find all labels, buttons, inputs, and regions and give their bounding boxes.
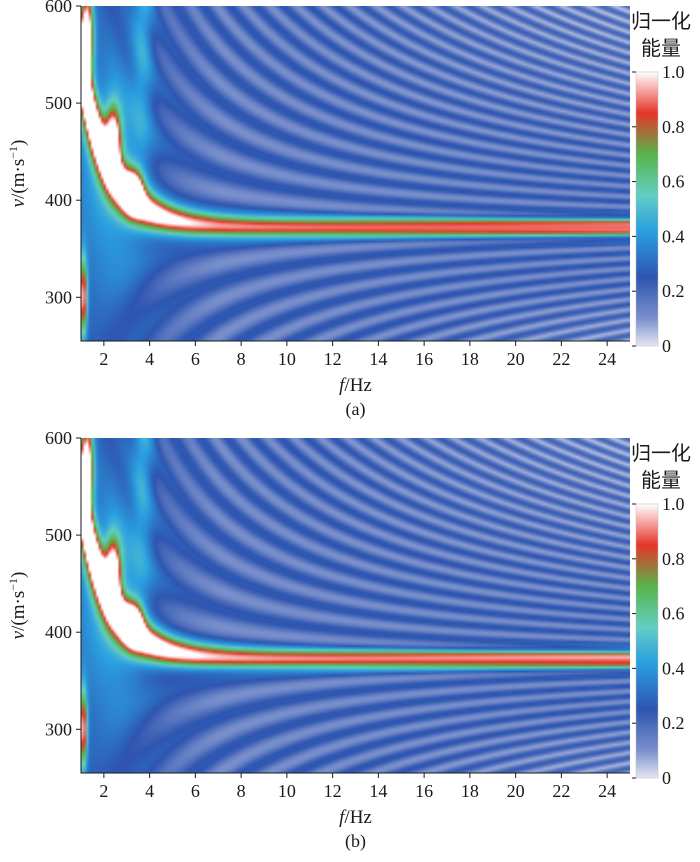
x-tick-label: 10 (278, 349, 296, 369)
y-tick-label: 500 (45, 525, 72, 545)
colorbar-title-line2: 能量 (641, 36, 681, 60)
colorbar-tick-label: 0 (662, 768, 671, 788)
colorbar (635, 503, 659, 779)
x-tick-label: 12 (324, 781, 342, 801)
x-tick-label: 22 (552, 781, 570, 801)
y-tick-label: 600 (45, 428, 72, 448)
x-tick-label: 20 (507, 781, 525, 801)
x-axis-label: f/Hz (339, 807, 372, 828)
y-tick-label: 500 (45, 93, 72, 113)
colorbar-tick-label: 0.6 (662, 172, 685, 192)
y-axis-label: v/(m·s−1) (6, 140, 29, 208)
colorbar-tick-label: 0.4 (662, 226, 685, 246)
x-tick-label: 14 (369, 781, 387, 801)
x-tick-label: 24 (598, 781, 616, 801)
colorbar-title-line1: 归一化 (631, 441, 691, 465)
colorbar-tick-label: 1.0 (662, 494, 685, 514)
axes-frame (80, 6, 630, 342)
colorbar-tick-label: 0 (662, 336, 671, 356)
x-tick-label: 18 (461, 349, 479, 369)
x-tick-label: 4 (145, 349, 154, 369)
x-tick-label: 16 (415, 349, 433, 369)
x-tick-label: 20 (507, 349, 525, 369)
panel-label: (a) (346, 399, 366, 420)
x-tick-label: 2 (99, 349, 108, 369)
x-tick-label: 6 (191, 349, 200, 369)
x-tick-label: 10 (278, 781, 296, 801)
colorbar-tick-label: 1.0 (662, 62, 685, 82)
y-tick-label: 600 (45, 0, 72, 16)
axes-frame (80, 438, 630, 774)
x-tick-label: 4 (145, 781, 154, 801)
heatmap-image (81, 6, 630, 341)
x-tick-label: 16 (415, 781, 433, 801)
y-tick-label: 400 (45, 622, 72, 642)
y-axis-label: v/(m·s−1) (6, 572, 29, 640)
panel-b: 2 4 6 8 10 12 14 16 18 20 22 24300400500600f/Hz(b)v… (6, 428, 691, 852)
x-tick-label: 8 (237, 349, 246, 369)
colorbar-tick-label: 0.4 (662, 658, 685, 678)
x-tick-label: 12 (324, 349, 342, 369)
colorbar-tick-label: 0.2 (662, 713, 685, 733)
colorbar-tick-label: 0.8 (662, 549, 685, 569)
colorbar-tick-label: 0.8 (662, 117, 685, 137)
colorbar-title-line2: 能量 (641, 468, 681, 492)
x-tick-label: 8 (237, 781, 246, 801)
x-tick-label: 14 (369, 349, 387, 369)
x-tick-label: 24 (598, 349, 616, 369)
colorbar (635, 71, 659, 347)
colorbar-title-line1: 归一化 (631, 9, 691, 33)
x-axis-label: f/Hz (339, 375, 372, 396)
x-tick-label: 22 (552, 349, 570, 369)
heatmap-image (81, 438, 630, 773)
y-tick-label: 300 (45, 719, 72, 739)
y-tick-label: 300 (45, 287, 72, 307)
x-tick-label: 18 (461, 781, 479, 801)
y-tick-label: 400 (45, 190, 72, 210)
x-tick-label: 2 (99, 781, 108, 801)
colorbar-tick-label: 0.2 (662, 281, 685, 301)
colorbar-tick-label: 0.6 (662, 604, 685, 624)
x-tick-label: 6 (191, 781, 200, 801)
panel-a: 2 4 6 8 10 12 14 16 18 20 22 24300400500600f/Hz(a)v… (6, 0, 691, 420)
panel-label: (b) (345, 831, 366, 852)
